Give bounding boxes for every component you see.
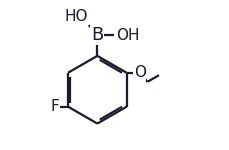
- Text: F: F: [50, 99, 59, 114]
- Text: B: B: [91, 26, 103, 44]
- Text: HO: HO: [64, 9, 87, 24]
- Text: O: O: [133, 65, 145, 80]
- Text: OH: OH: [116, 28, 139, 43]
